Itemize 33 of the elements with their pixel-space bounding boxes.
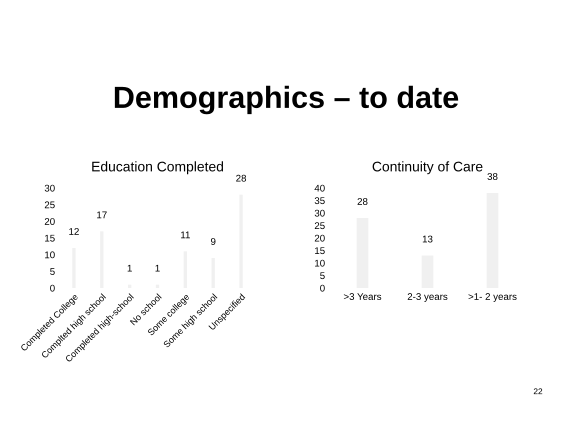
text: Demographics – to date (114, 86, 458, 114)
y-tick-label: 0 (50, 284, 55, 292)
x-tick-label: 2-3 years (408, 293, 448, 302)
data-label: 12 (69, 228, 79, 235)
y-tick-label: 40 (314, 184, 325, 192)
y-tick-label: 30 (314, 210, 325, 217)
y-tick-label: 10 (315, 260, 325, 267)
x-tick-label: >1- 2 years (468, 293, 517, 302)
data-label: 13 (422, 236, 432, 242)
text: 22 (534, 388, 542, 394)
y-tick-label: 10 (45, 251, 55, 258)
data-label: 17 (97, 212, 107, 218)
data-label: 28 (236, 174, 246, 182)
y-tick-label: 20 (314, 234, 325, 242)
data-label: 1 (156, 264, 160, 272)
y-tick-label: 25 (44, 201, 55, 208)
y-tick-label: 15 (45, 234, 55, 242)
y-tick-label: 5 (320, 272, 325, 280)
y-tick-label: 35 (314, 197, 325, 204)
y-tick-label: 20 (44, 218, 55, 225)
chart-title: Education Completed (92, 161, 224, 174)
data-label: 1 (128, 264, 132, 272)
y-tick-label: 5 (50, 268, 55, 275)
chart-title: Continuity of Care (372, 161, 482, 174)
x-tick-label: >3 Years (344, 293, 382, 300)
y-tick-label: 0 (320, 284, 325, 292)
data-label: 38 (487, 173, 498, 180)
data-label: 11 (181, 232, 190, 238)
data-label: 28 (358, 198, 368, 205)
y-tick-label: 25 (314, 222, 325, 230)
y-tick-label: 15 (315, 247, 325, 254)
y-tick-label: 30 (44, 184, 55, 192)
data-label: 9 (210, 238, 216, 245)
